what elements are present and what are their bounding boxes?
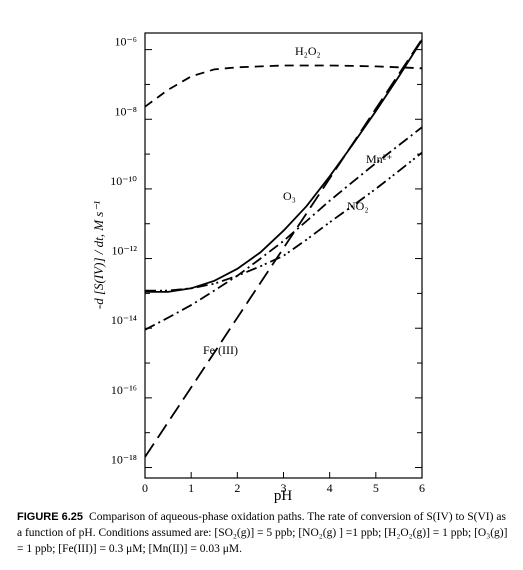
y-axis-label: -d [S(IV)] / dt, M s⁻¹: [91, 201, 106, 309]
plot-frame: [144, 32, 423, 479]
y-tick-label: 10⁻¹⁸: [111, 453, 137, 467]
y-tick-label: 10⁻¹⁴: [111, 313, 137, 327]
series-line: [145, 126, 422, 331]
series-label: H₂O₂: [295, 44, 321, 58]
x-tick-label: 2: [234, 481, 240, 495]
x-axis-label: pH: [274, 488, 293, 504]
series-line: [145, 38, 422, 458]
x-tick-label: 0: [142, 481, 148, 495]
series-label: Mn²⁺: [366, 152, 393, 166]
x-tick-label: 6: [419, 481, 425, 495]
series-line: [145, 151, 422, 292]
caption: FIGURE 6.25 Comparison of aqueous-phase o…: [17, 509, 512, 557]
x-tick-label: 5: [373, 481, 379, 495]
series-label: O₃: [283, 189, 296, 203]
chart: -d [S(IV)] / dt, M s⁻¹ pH 0 1 2 3 4 5 6 10⁻¹⁸ 10…: [91, 32, 425, 504]
y-tick-label: 10⁻⁸: [114, 104, 137, 118]
y-tick-label: 10⁻⁶: [114, 35, 137, 49]
y-tick-label: 10⁻¹⁶: [111, 383, 137, 397]
caption-label: FIGURE 6.25: [17, 511, 84, 523]
series-label: Fe (III): [203, 343, 238, 357]
x-tick-label: 3: [281, 481, 287, 495]
caption-text: Comparison of aqueous-phase oxidation pa…: [17, 511, 508, 555]
x-tick-label: 1: [188, 481, 194, 495]
y-tick-label: 10⁻¹⁰: [110, 174, 137, 188]
series-line: [145, 64, 422, 108]
y-tick-label: 10⁻¹²: [111, 244, 137, 258]
series-label: NO₂: [347, 199, 369, 213]
x-tick-label: 4: [327, 481, 333, 495]
